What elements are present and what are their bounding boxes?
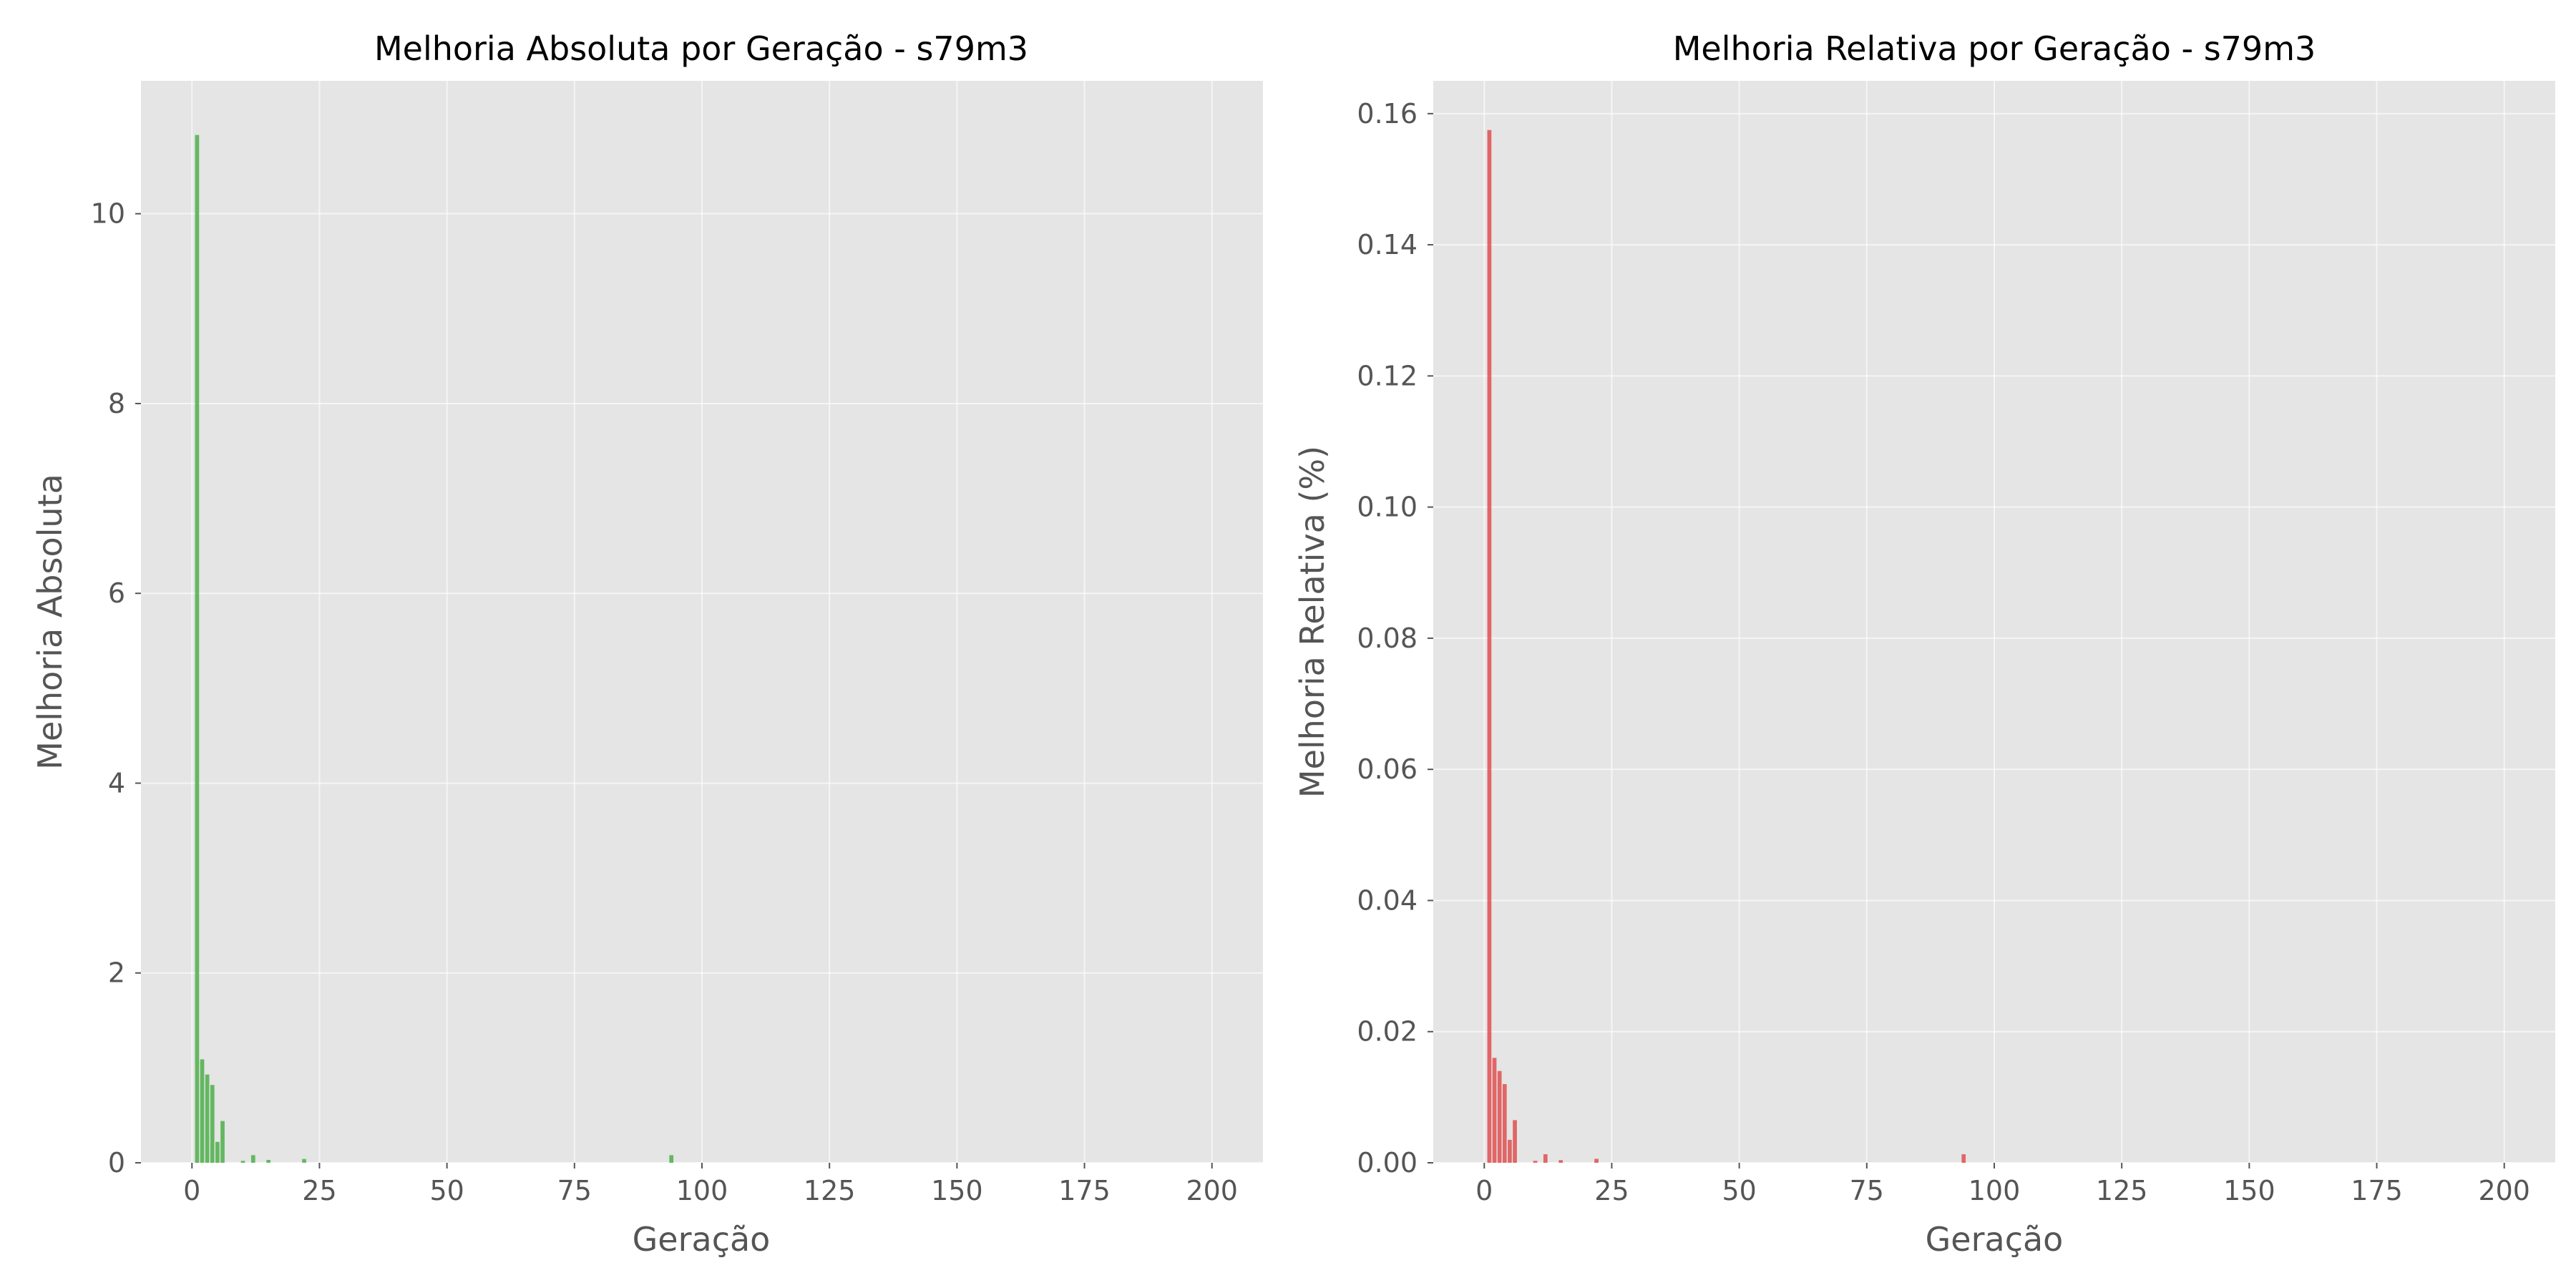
x-tick-label: 150 bbox=[931, 1175, 983, 1206]
bar bbox=[240, 1161, 245, 1163]
bar bbox=[1961, 1154, 1966, 1163]
x-tick-label: 175 bbox=[1058, 1175, 1111, 1206]
x-tick-label: 100 bbox=[1968, 1175, 2021, 1206]
bar bbox=[266, 1160, 271, 1163]
bar bbox=[302, 1158, 306, 1163]
bar bbox=[250, 1155, 255, 1163]
y-tick-label: 8 bbox=[108, 388, 125, 419]
y-tick-label: 0.06 bbox=[1357, 753, 1418, 785]
y-tick-label: 0.12 bbox=[1357, 360, 1418, 391]
y-tick-label: 0.10 bbox=[1357, 492, 1418, 523]
x-tick-label: 200 bbox=[2478, 1175, 2530, 1206]
gridlines bbox=[1433, 81, 2555, 1163]
x-tick-label: 0 bbox=[183, 1175, 200, 1206]
y-tick-labels: 0 2 4 6 8 10 bbox=[91, 198, 141, 1179]
bar bbox=[669, 1155, 674, 1163]
y-tick-label: 2 bbox=[108, 957, 125, 989]
bar bbox=[1558, 1160, 1563, 1163]
y-tick-label: 0.16 bbox=[1357, 98, 1418, 130]
x-tick-label: 25 bbox=[302, 1175, 336, 1206]
bar bbox=[1492, 1058, 1497, 1163]
chart-relative: Melhoria Relativa por Geração - s79m3 0 2… bbox=[1293, 29, 2555, 1259]
x-tick-label: 150 bbox=[2223, 1175, 2275, 1206]
bars bbox=[1487, 130, 1966, 1163]
y-tick-label: 6 bbox=[108, 577, 125, 609]
y-tick-label: 0.00 bbox=[1357, 1147, 1418, 1179]
gridlines bbox=[141, 81, 1263, 1163]
x-tick-labels: 0 25 50 75 100 125 150 175 200 bbox=[183, 1163, 1238, 1206]
y-tick-label: 10 bbox=[91, 198, 125, 230]
x-tick-label: 100 bbox=[676, 1175, 728, 1206]
y-axis-label: Melhoria Relativa (%) bbox=[1293, 446, 1332, 798]
x-tick-label: 125 bbox=[2096, 1175, 2148, 1206]
y-tick-label: 4 bbox=[108, 767, 125, 799]
y-tick-label: 0.04 bbox=[1357, 884, 1418, 916]
y-tick-labels: 0.00 0.02 0.04 0.06 0.08 0.10 0.12 0.14 0.16 bbox=[1357, 98, 1433, 1179]
x-tick-labels: 0 25 50 75 100 125 150 175 200 bbox=[1475, 1163, 2530, 1206]
x-tick-label: 0 bbox=[1475, 1175, 1493, 1206]
chart-absolute: Melhoria Absoluta por Geração - s79m3 0 2… bbox=[31, 29, 1263, 1259]
y-tick-label: 0 bbox=[108, 1147, 125, 1179]
bar bbox=[220, 1121, 225, 1163]
bar bbox=[205, 1074, 210, 1163]
x-axis-label: Geração bbox=[633, 1220, 771, 1259]
bar bbox=[215, 1141, 220, 1163]
y-tick-label: 0.08 bbox=[1357, 623, 1418, 654]
bars bbox=[195, 135, 674, 1163]
bar bbox=[210, 1085, 215, 1163]
y-tick-label: 0.02 bbox=[1357, 1016, 1418, 1048]
y-axis-label: Melhoria Absoluta bbox=[31, 474, 69, 770]
chart-title: Melhoria Relativa por Geração - s79m3 bbox=[1673, 29, 2316, 68]
bar bbox=[1594, 1158, 1599, 1163]
x-tick-label: 25 bbox=[1594, 1175, 1629, 1206]
bar bbox=[1502, 1084, 1507, 1163]
bar bbox=[1487, 130, 1492, 1163]
x-tick-label: 50 bbox=[429, 1175, 464, 1206]
bar bbox=[1497, 1070, 1502, 1163]
chart-title: Melhoria Absoluta por Geração - s79m3 bbox=[374, 29, 1028, 68]
bar bbox=[195, 135, 200, 1163]
x-tick-label: 200 bbox=[1186, 1175, 1238, 1206]
bar bbox=[1508, 1139, 1512, 1163]
bar bbox=[1533, 1161, 1538, 1163]
bar bbox=[200, 1059, 205, 1163]
x-tick-label: 50 bbox=[1722, 1175, 1756, 1206]
x-axis-label: Geração bbox=[1926, 1220, 2064, 1259]
y-tick-label: 0.14 bbox=[1357, 229, 1418, 260]
x-tick-label: 75 bbox=[1850, 1175, 1884, 1206]
bar bbox=[1513, 1120, 1517, 1163]
bar bbox=[1543, 1154, 1548, 1163]
x-tick-label: 125 bbox=[804, 1175, 856, 1206]
x-tick-label: 175 bbox=[2351, 1175, 2403, 1206]
x-tick-label: 75 bbox=[557, 1175, 592, 1206]
